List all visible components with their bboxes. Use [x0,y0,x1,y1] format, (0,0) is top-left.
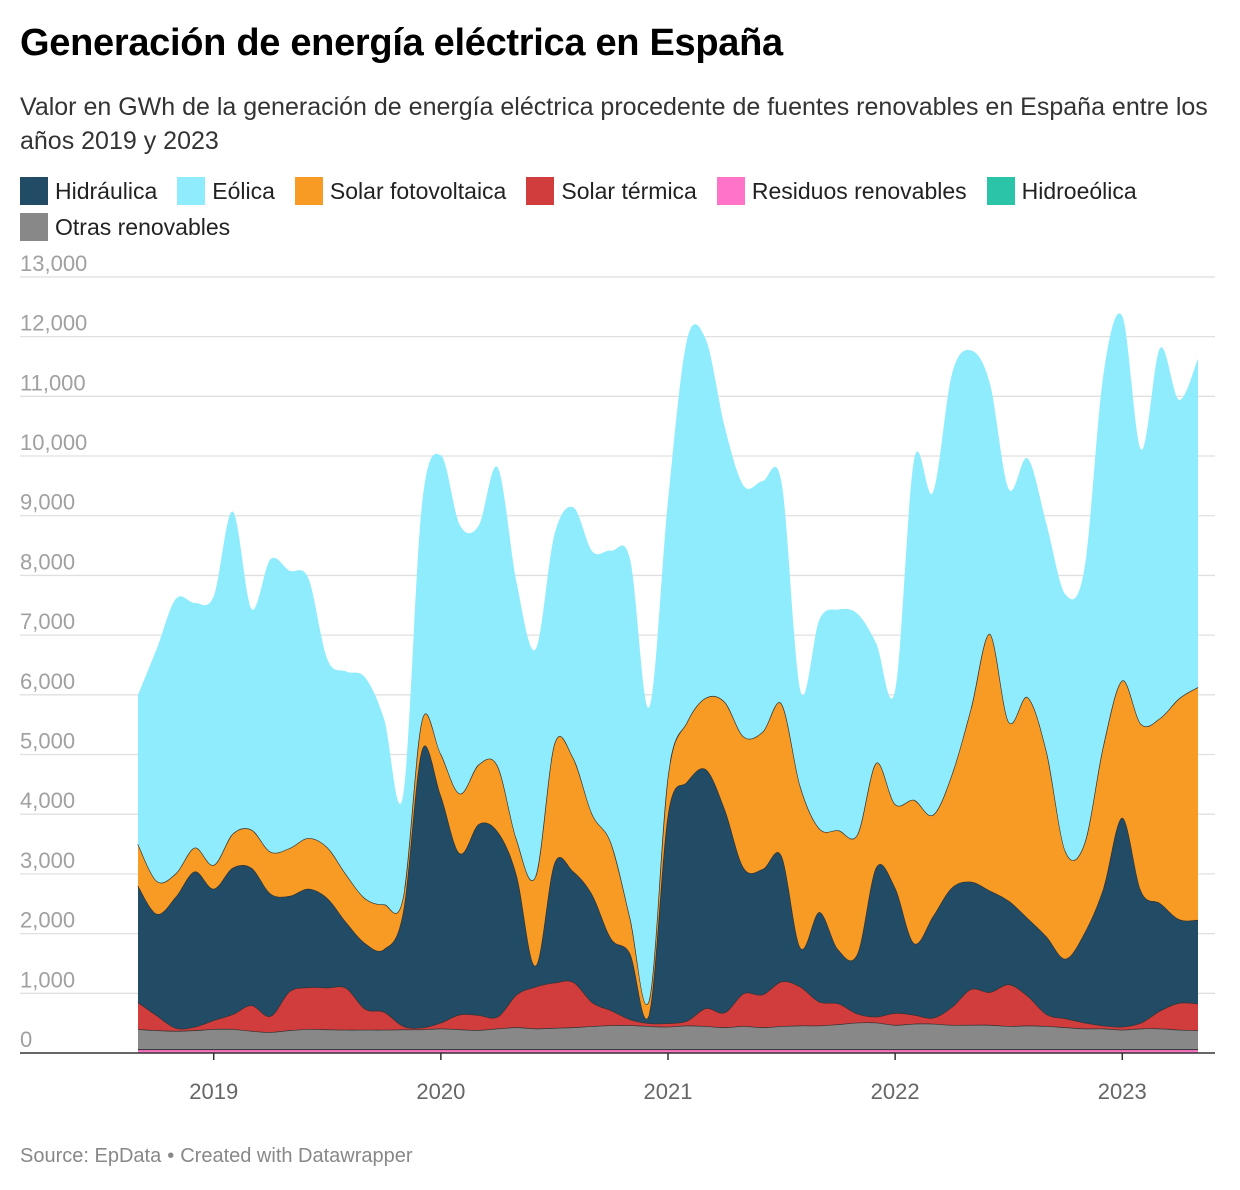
legend-label: Solar fotovoltaica [329,177,507,204]
area-eólica [138,313,1198,1005]
credit-link[interactable]: Created with Datawrapper [180,1145,413,1167]
x-tick-label: 2020 [416,1079,465,1104]
x-tick-label: 2022 [871,1079,920,1104]
area-hidráulica [138,745,1198,1029]
y-tick-label: 5,000 [20,729,75,754]
chart-subtitle: Valor en GWh de la generación de energía… [20,93,1208,155]
y-tick-label: 0 [20,1027,32,1052]
area-solar-térmica [138,980,1198,1033]
legend-label: Hidroeólica [1021,177,1137,204]
y-tick-label: 1,000 [20,967,75,992]
chart-title: Generación de energía eléctrica en Españ… [20,22,783,64]
y-tick-label: 10,000 [20,430,87,455]
legend-item: Residuos renovables [716,176,967,206]
footer-separator: • [167,1145,175,1167]
legend-label: Hidráulica [55,177,158,204]
legend-label: Eólica [212,177,275,204]
y-axis-labels: 0 1,000 2,000 3,000 4,000 5,000 6,000 7,000 8,00… [20,251,87,1052]
legend-label: Residuos renovables [751,177,967,204]
area-chart: 0 1,000 2,000 3,000 4,000 5,000 6,000 7,000 8,00… [20,251,1215,1104]
y-tick-label: 9,000 [20,490,75,515]
area-residuos-renovables [138,1049,1198,1053]
legend-item: Hidráulica [20,176,157,206]
legend-swatch [177,177,206,205]
legend-item: Solar fotovoltaica [294,176,507,206]
legend-label: Otras renovables [55,213,231,240]
legend-swatch [20,177,48,205]
x-tick-label: 2021 [644,1079,693,1104]
legend-item: Eólica [177,176,275,206]
y-tick-label: 8,000 [20,549,75,574]
x-tick-label: 2023 [1098,1079,1147,1104]
legend-item: Otras renovables [20,212,230,242]
y-tick-label: 3,000 [20,848,75,873]
legend-swatch [20,213,48,241]
y-tick-label: 4,000 [20,788,75,813]
legend-swatch [716,177,745,205]
area-otras-renovables [138,1022,1198,1050]
legend-swatch [986,177,1015,205]
x-axis-labels: 2019 2020 2021 2022 2023 [189,1053,1147,1104]
legend-item: Solar térmica [526,176,697,206]
y-tick-label: 2,000 [20,908,75,933]
source-text: Source: EpData [20,1145,162,1167]
area-solar-fotovoltaica [138,633,1198,1019]
area-series [137,313,1199,1053]
legend-swatch [294,177,323,205]
legend-item: Hidroeólica [986,176,1137,206]
legend: Hidráulica Eólica Solar fotovoltaica Solar … [20,176,1225,242]
x-tick-label: 2019 [189,1079,238,1104]
y-tick-label: 12,000 [20,311,87,336]
legend-swatch [526,177,555,205]
y-tick-label: 13,000 [20,251,87,276]
footer: Source: EpData • Created with Datawrapper [20,1145,413,1168]
legend-label: Solar térmica [561,177,697,204]
y-tick-label: 6,000 [20,669,75,694]
y-tick-label: 11,000 [20,370,86,395]
y-tick-label: 7,000 [20,609,75,634]
